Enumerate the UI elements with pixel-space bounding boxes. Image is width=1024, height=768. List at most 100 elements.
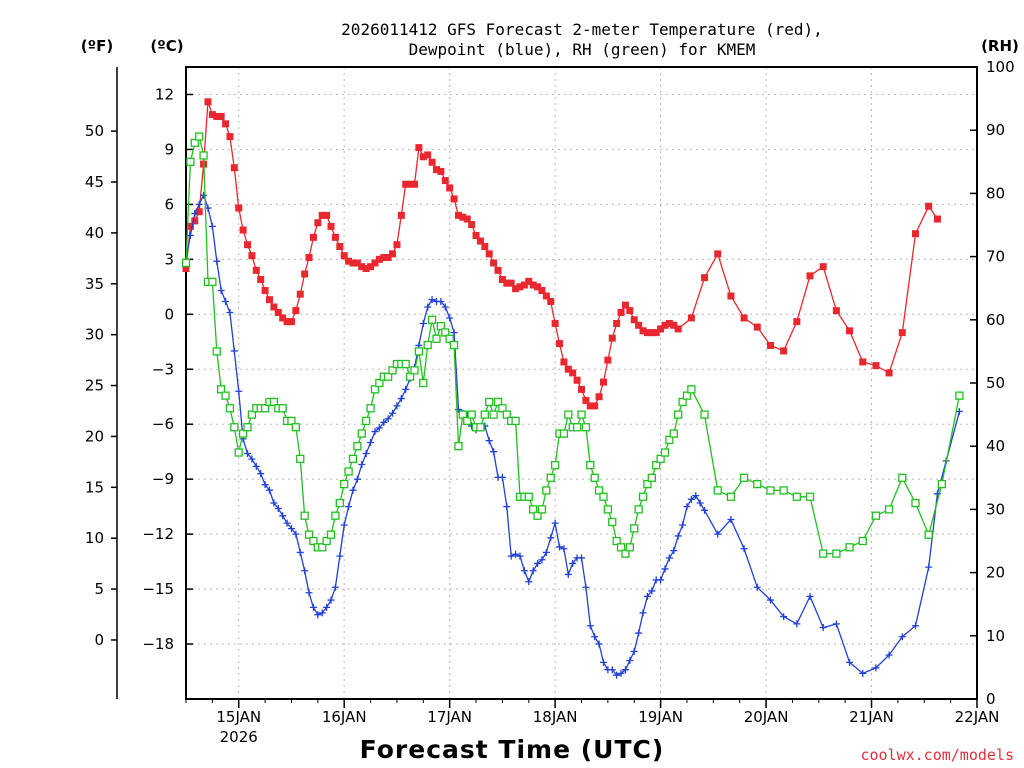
relative-humidity-point [318, 543, 327, 552]
temperature-point [586, 402, 594, 410]
fahrenheit-tick-label: 15 [85, 478, 104, 496]
temperature-point [806, 272, 814, 280]
dewpoint-point [485, 437, 493, 445]
dewpoint-point [591, 633, 599, 641]
relative-humidity-point [884, 505, 894, 514]
dewpoint-point [525, 578, 533, 586]
temperature-point [358, 263, 366, 271]
temperature-point [793, 318, 801, 326]
dewpoint-point [252, 462, 260, 470]
plot-frame [185, 66, 978, 700]
dewpoint-point [547, 534, 555, 542]
temperature-point [208, 111, 216, 119]
dewpoint-point [740, 545, 748, 553]
relative-humidity-point [819, 549, 828, 558]
temperature-point [652, 329, 660, 337]
relative-humidity-point [498, 404, 507, 413]
relative-humidity-point [779, 486, 788, 495]
relative-humidity-point [621, 549, 630, 558]
fahrenheit-tick-label: 25 [85, 377, 104, 395]
temperature-point [534, 283, 542, 291]
fahrenheit-tick-label: 35 [85, 275, 104, 293]
dewpoint-point [389, 409, 397, 417]
temperature-point [687, 314, 695, 322]
temperature-point [551, 319, 559, 327]
rh-tick-label: 30 [986, 500, 1005, 518]
relative-humidity-point [529, 505, 538, 514]
dewpoint-point [599, 658, 607, 666]
temperature-point [349, 259, 357, 267]
rh-axis-unit: (RH) [981, 37, 1019, 55]
relative-humidity-point [625, 543, 634, 552]
relative-humidity-point [221, 391, 230, 400]
temperature-point [635, 321, 643, 329]
dewpoint-point [213, 257, 221, 265]
celsius-tick-label: 3 [164, 250, 174, 268]
dewpoint-point [323, 603, 331, 611]
temperature-point [424, 151, 432, 159]
temperature-point [485, 250, 493, 258]
relative-humidity-point [419, 378, 428, 388]
date-tick-label: 17JAN [427, 708, 472, 726]
dewpoint-point [279, 512, 287, 520]
relative-humidity-point [414, 347, 424, 356]
relative-humidity-point [669, 429, 678, 438]
dewpoint-point [670, 547, 678, 555]
relative-humidity-point [577, 410, 586, 419]
relative-humidity-point [335, 498, 344, 508]
dewpoint-point [349, 486, 357, 494]
dewpoint-point [454, 406, 462, 414]
dewpoint-point [661, 565, 669, 573]
series-layer [181, 98, 964, 679]
temperature-point [490, 259, 498, 267]
dewpoint-point [529, 567, 537, 575]
relative-humidity-point [247, 410, 257, 419]
temperature-point [270, 303, 278, 311]
relative-humidity-point [458, 410, 468, 419]
relative-humidity-point [594, 486, 604, 495]
temperature-point [538, 286, 546, 294]
relative-humidity-point [660, 448, 670, 457]
temperature-point [819, 263, 827, 271]
temperature-point [191, 217, 199, 225]
dewpoint-point [261, 481, 269, 489]
dewpoint-point [766, 596, 774, 604]
dewpoint-point [507, 552, 515, 560]
temperature-point [591, 402, 599, 410]
temperature-point [885, 369, 893, 377]
fahrenheit-tick-label: 40 [85, 224, 104, 242]
temperature-point [498, 275, 506, 283]
temperature-point [630, 316, 638, 324]
dewpoint-point [384, 415, 392, 423]
relative-humidity-point [238, 429, 248, 438]
relative-humidity-point [612, 536, 621, 546]
dewpoint-point [331, 583, 339, 591]
dewpoint-point [687, 495, 695, 503]
dewpoint-point [635, 629, 643, 637]
relative-humidity-point [898, 473, 907, 482]
relative-humidity-point [383, 372, 393, 381]
temperature-point [428, 158, 436, 166]
relative-humidity-point [322, 536, 331, 546]
relative-humidity-point [739, 473, 749, 482]
relative-humidity-point [493, 397, 503, 407]
dewpoint-point [437, 297, 445, 305]
temperature-point [740, 314, 748, 322]
dewpoint-point [367, 439, 375, 447]
temperature-point [626, 307, 634, 315]
dewpoint-point [305, 589, 313, 597]
dewpoint-point [230, 347, 238, 355]
fahrenheit-tick-label: 10 [85, 529, 104, 547]
temperature-point [301, 270, 309, 278]
fahrenheit-axis-unit: (ºF) [81, 37, 113, 55]
dewpoint-point [393, 402, 401, 410]
temperature-point [441, 177, 449, 185]
temperature-point [898, 329, 906, 337]
relative-humidity-point [331, 511, 340, 520]
relative-humidity-point [537, 505, 547, 514]
temperature-point [925, 202, 933, 210]
dewpoint-point [621, 666, 629, 674]
relative-humidity-line [185, 134, 961, 555]
temperature-point [512, 285, 520, 293]
temperature-point [446, 184, 454, 192]
